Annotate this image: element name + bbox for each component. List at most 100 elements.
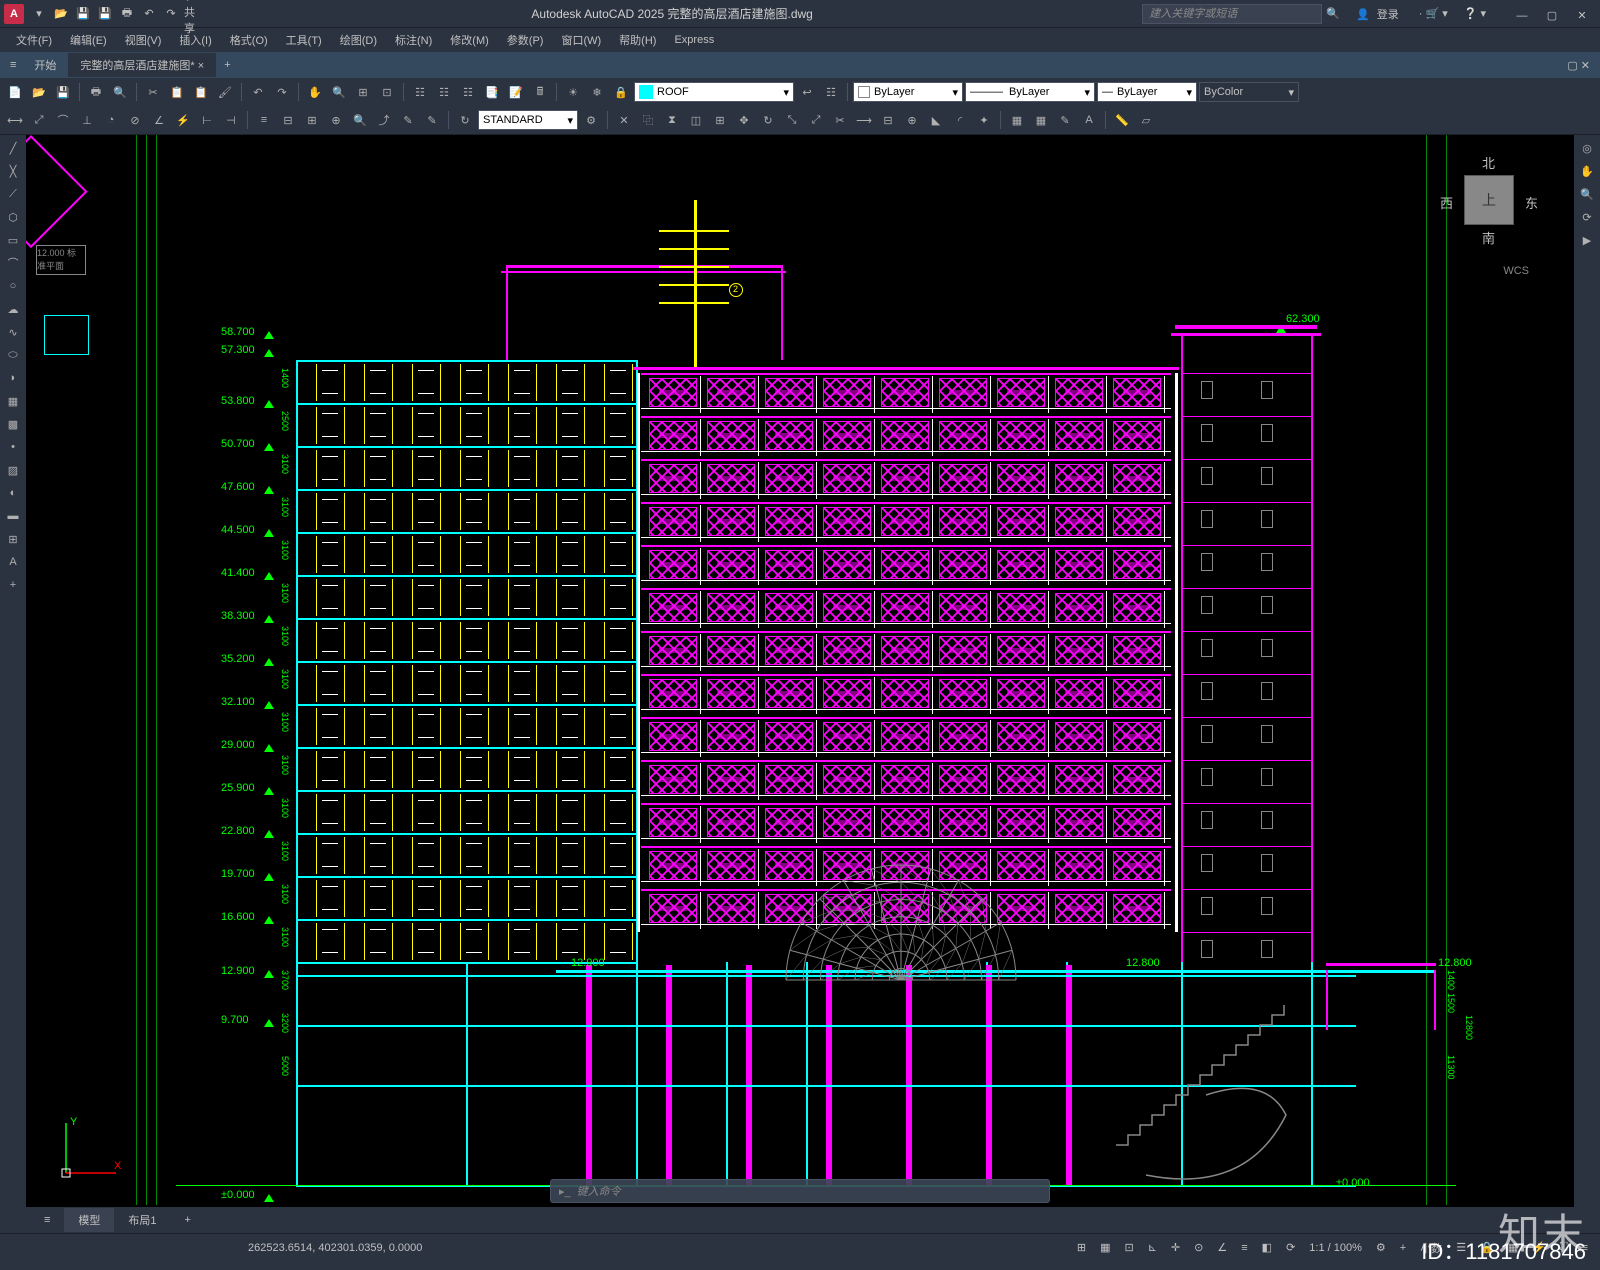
tab-menu-icon[interactable]: ≡ [4,57,22,73]
menu-帮助H[interactable]: 帮助(H) [611,29,664,51]
qat-open-icon[interactable]: 📂 [52,5,70,23]
annoscale-display[interactable]: 1:1 / 100% [1305,1240,1366,1256]
qat-save-icon[interactable]: 💾 [74,5,92,23]
close-button[interactable]: ✕ [1568,4,1596,24]
copy2-icon[interactable]: ⿻ [637,109,659,131]
dim-arc-icon[interactable]: ⌒ [52,109,74,131]
app-icon[interactable]: A [4,4,24,24]
scale-icon[interactable]: ⤡ [781,109,803,131]
trim-icon[interactable]: ✂ [829,109,851,131]
search-icon[interactable]: 🔍 [1322,5,1344,22]
match-icon[interactable]: 🖌 [214,81,236,103]
dist-icon[interactable]: 📏 [1111,109,1133,131]
tab-active-drawing[interactable]: 完整的高层酒店建施图* × [68,53,216,77]
cart-icon[interactable]: · 🛒 ▾ [1415,5,1452,22]
table-icon[interactable]: ⊞ [2,528,24,550]
block-icon[interactable]: ▦ [1006,109,1028,131]
inspect-icon[interactable]: 🔍 [349,109,371,131]
menu-工具T[interactable]: 工具(T) [278,29,330,51]
break-icon[interactable]: ⊟ [877,109,899,131]
qat-new-icon[interactable]: ▾ [30,5,48,23]
dim-edit-icon[interactable]: ✎ [397,109,419,131]
attdef-icon[interactable]: A [1078,109,1100,131]
layer-lock-icon[interactable]: 🔒 [610,81,632,103]
mtext-icon[interactable]: A [2,551,24,573]
pan2-icon[interactable]: ✋ [1576,160,1598,182]
layer-dropdown[interactable]: ROOF▾ [634,82,794,102]
cut-icon[interactable]: ✂ [142,81,164,103]
dim-baseline-icon[interactable]: ⊢ [196,109,218,131]
lineweight-dropdown[interactable]: —ByLayer▾ [1097,82,1197,102]
layer-state-icon[interactable]: ☷ [820,81,842,103]
menu-窗口W[interactable]: 窗口(W) [553,29,609,51]
dim-ord-icon[interactable]: ⊥ [76,109,98,131]
array-icon[interactable]: ⊞ [709,109,731,131]
area-icon[interactable]: ▱ [1135,109,1157,131]
menu-视图V[interactable]: 视图(V) [117,29,170,51]
tolerance-icon[interactable]: ⊞ [301,109,323,131]
menu-Express[interactable]: Express [666,31,722,49]
qat-redo-icon[interactable]: ↷ [162,5,180,23]
redo-icon[interactable]: ↷ [271,81,293,103]
command-line[interactable]: ▸_键入命令 [550,1179,1050,1203]
menu-修改M[interactable]: 修改(M) [442,29,497,51]
dim-space-icon[interactable]: ≡ [253,109,275,131]
pan-icon[interactable]: ✋ [304,81,326,103]
zoom-icon[interactable]: 🔍 [328,81,350,103]
rect-icon[interactable]: ▭ [2,229,24,251]
dim-break-icon[interactable]: ⊟ [277,109,299,131]
orbit-icon[interactable]: ⟳ [1576,206,1598,228]
ellipsearc-icon[interactable]: ◗ [2,367,24,389]
grid-toggle[interactable]: ▦ [1096,1239,1114,1256]
qat-saveas-icon[interactable]: 💾 [96,5,114,23]
pline-icon[interactable]: ⟋ [2,183,24,205]
zoom2-icon[interactable]: 🔍 [1576,183,1598,205]
circle-icon[interactable]: ○ [2,275,24,297]
login-button[interactable]: 👤 登录 [1352,4,1407,24]
menu-绘图D[interactable]: 绘图(D) [332,29,385,51]
transparency-toggle[interactable]: ◧ [1258,1239,1276,1256]
linetype-dropdown[interactable]: ———ByLayer▾ [965,82,1095,102]
plotstyle-dropdown[interactable]: ByColor▾ [1199,82,1299,102]
dim-angle-icon[interactable]: ∠ [148,109,170,131]
layer-prev-icon[interactable]: ↩ [796,81,818,103]
dim-update-icon[interactable]: ↻ [454,109,476,131]
menu-标注N[interactable]: 标注(N) [387,29,440,51]
dim-continue-icon[interactable]: ⊣ [220,109,242,131]
gradient-icon[interactable]: ◐ [2,482,24,504]
jog-icon[interactable]: ⤴ [373,109,395,131]
print-icon[interactable]: 🖶 [85,81,107,103]
layer-freeze-icon[interactable]: ❄ [586,81,608,103]
save-icon[interactable]: 💾 [52,81,74,103]
model-tab-menu-icon[interactable]: ≡ [30,1210,64,1230]
undo-icon[interactable]: ↶ [247,81,269,103]
cycle-toggle[interactable]: ⟳ [1282,1239,1299,1256]
stretch-icon[interactable]: ⤢ [805,109,827,131]
otrack-toggle[interactable]: ∠ [1213,1239,1231,1256]
explode-icon[interactable]: ✦ [973,109,995,131]
drawing-canvas[interactable]: 12.000 标准平面258.70057.30053.80050.70047.6… [26,135,1574,1233]
tab-close-all-icon[interactable]: ▢ ✕ [1561,57,1596,74]
zoom-extents-icon[interactable]: ⊡ [376,81,398,103]
dimstyle-dropdown[interactable]: STANDARD▾ [478,110,578,130]
new-icon[interactable]: 📄 [4,81,26,103]
dim-aligned-icon[interactable]: ⤢ [28,109,50,131]
qat-plot-icon[interactable]: 🖶 [118,5,136,23]
dimstyle-icon[interactable]: ⚙ [580,109,602,131]
props-icon[interactable]: ☷ [409,81,431,103]
dim-linear-icon[interactable]: ⟷ [4,109,26,131]
open-icon[interactable]: 📂 [28,81,50,103]
arc-icon[interactable]: ⌒ [2,252,24,274]
ortho-toggle[interactable]: ⊾ [1144,1239,1161,1256]
mirror-icon[interactable]: ⧗ [661,109,683,131]
layer-icon[interactable]: ☀ [562,81,584,103]
menu-编辑E[interactable]: 编辑(E) [62,29,115,51]
lwt-toggle[interactable]: ≡ [1237,1240,1251,1256]
osnap-toggle[interactable]: ⊙ [1190,1239,1207,1256]
erase-icon[interactable]: ✕ [613,109,635,131]
search-input[interactable]: 建入关键字或短语 [1142,4,1322,24]
xline-icon[interactable]: ╳ [2,160,24,182]
ellipse-icon[interactable]: ⬭ [2,344,24,366]
help-icon[interactable]: ❔ ▾ [1460,5,1490,22]
insert2-icon[interactable]: ▦ [2,390,24,412]
